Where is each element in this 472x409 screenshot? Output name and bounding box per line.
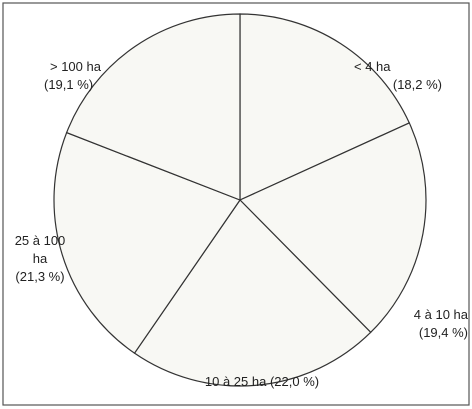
- slice-label: 25 à 100 ha: [14, 233, 66, 266]
- slice-label: < 4 ha: [354, 59, 391, 74]
- slice-label: 10 à 25 ha: [204, 374, 267, 389]
- slice-value-label: (22,0 %): [269, 374, 320, 389]
- frame: [2, 2, 470, 406]
- slice-value-label: (19,4 %): [418, 325, 468, 340]
- label-1: 4 à 10 ha (19,4 %): [380, 306, 468, 342]
- pie-slice: [53, 131, 241, 355]
- slice-label: > 100 ha: [50, 59, 101, 74]
- pie-slice: [133, 199, 372, 387]
- label-4: > 100 ha (19,1 %): [44, 58, 134, 94]
- slice-value-label: (18,2 %): [392, 77, 442, 92]
- pie-slice: [238, 122, 427, 334]
- label-2: 10 à 25 ha (22,0 %): [130, 373, 394, 391]
- pie-slice: [239, 13, 411, 201]
- label-0: < 4 ha (18,2 %): [352, 58, 442, 94]
- slice-value-label: (21,3 %): [15, 269, 65, 284]
- slice-label: 4 à 10 ha: [413, 307, 468, 322]
- pie-slice: [65, 13, 241, 201]
- label-3: 25 à 100 ha (21,3 %): [12, 232, 68, 286]
- slice-value-label: (19,1 %): [44, 77, 94, 92]
